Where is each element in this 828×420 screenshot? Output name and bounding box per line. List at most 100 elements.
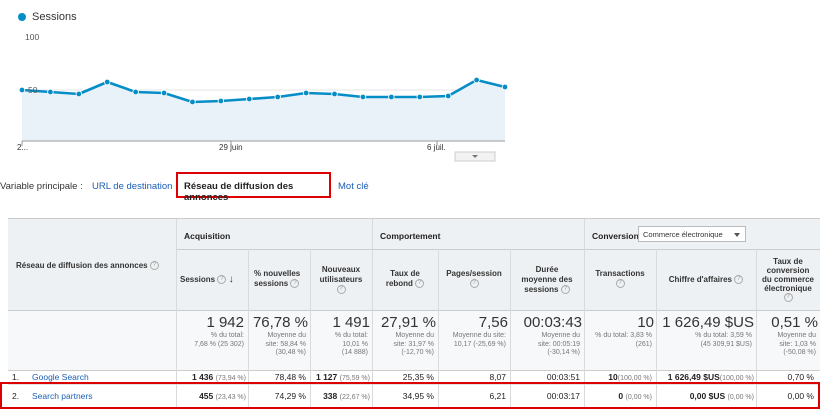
cell-ecommerce-rate: 0,00 %	[787, 391, 814, 401]
chevron-down-icon	[472, 155, 478, 158]
x-tick-label-2: 29 juin	[219, 143, 243, 152]
help-icon[interactable]: ?	[469, 279, 479, 289]
dimension-link-ad-network-active[interactable]: Réseau de diffusion des annonces	[176, 172, 331, 203]
help-icon[interactable]: ?	[783, 293, 793, 303]
help-icon[interactable]: ?	[615, 279, 625, 289]
summary-new-users-value: 1 491	[332, 314, 370, 331]
divider	[176, 219, 177, 409]
summary-new-sessions-value: 76,78 %	[252, 314, 308, 331]
cell-avg-duration: 00:03:17	[546, 391, 580, 401]
help-icon[interactable]: ?	[149, 261, 159, 271]
column-header-ecommerce-rate[interactable]: Taux de conversion du commerce électronique…	[761, 257, 815, 303]
data-point[interactable]	[160, 89, 168, 97]
data-point[interactable]	[104, 78, 111, 86]
summary-transactions-sub: % du total: 3,83 % (261)	[595, 332, 652, 348]
summary-pages-session-sub: Moyenne du site: 10,17 (-25,69 %)	[452, 332, 506, 348]
sessions-legend-label: Sessions	[32, 11, 77, 23]
data-point[interactable]	[416, 93, 423, 101]
sessions-chart: 100 50 2... 29 juin 6 juil.	[17, 32, 509, 162]
summary-avg-duration-sub: Moyenne du site: 00:05:19 (-30,14 %)	[537, 332, 580, 356]
data-point[interactable]	[501, 83, 509, 91]
summary-ecommerce-rate-value: 0,51 %	[771, 314, 818, 331]
y-tick-label-mid: 50	[28, 85, 38, 95]
cell-new-sessions: 78,48 %	[274, 372, 306, 382]
summary-sessions-value: 1 942	[206, 314, 244, 331]
divider	[584, 219, 585, 409]
data-point[interactable]	[444, 92, 452, 100]
help-icon[interactable]: ?	[217, 275, 227, 285]
data-point[interactable]	[302, 89, 310, 97]
y-tick-label-top: 100	[25, 32, 39, 42]
help-icon[interactable]: ?	[290, 279, 300, 289]
group-header-acquisition: Acquisition	[184, 231, 231, 241]
data-point[interactable]	[359, 93, 367, 101]
cell-avg-duration: 00:03:51	[546, 372, 580, 382]
data-point[interactable]	[189, 98, 196, 106]
dimension-link-destination-url[interactable]: URL de destination	[92, 181, 173, 192]
highlight-box-search-partners	[0, 382, 820, 409]
help-icon[interactable]: ?	[336, 285, 346, 295]
conversion-type-select[interactable]: Commerce électronique	[638, 226, 746, 242]
column-header-transactions[interactable]: Transactions?	[595, 269, 645, 289]
column-header-ad-network[interactable]: Réseau de diffusion des annonces ?	[16, 261, 176, 271]
sessions-area	[22, 80, 505, 141]
summary-sessions-sub: % du total: 7,68 % (25 302)	[194, 332, 244, 348]
divider	[8, 384, 820, 385]
sessions-legend-dot	[18, 13, 26, 21]
column-header-pages-session[interactable]: Pages/session?	[446, 269, 502, 289]
summary-new-sessions-sub: Moyenne du site: 58,84 % (30,48 %)	[265, 332, 306, 356]
sessions-line	[21, 78, 506, 104]
chevron-down-icon	[734, 233, 740, 237]
data-point[interactable]	[132, 88, 139, 96]
row-link-google-search[interactable]: Google Search	[32, 372, 89, 382]
data-point[interactable]	[47, 88, 54, 96]
divider	[8, 370, 820, 371]
sort-desc-icon[interactable]: ↓	[228, 274, 234, 285]
summary-ecommerce-rate-sub: Moyenne du site: 1,03 % (-50,08 %)	[777, 332, 816, 356]
cell-new-users: 338 (22,67 %)	[323, 391, 370, 401]
data-point[interactable]	[75, 90, 83, 98]
data-point[interactable]	[473, 76, 480, 84]
data-point[interactable]	[246, 95, 253, 103]
data-point[interactable]	[388, 93, 395, 101]
table-summary-bg	[8, 310, 820, 370]
column-header-new-sessions[interactable]: % nouvelles sessions ?	[254, 269, 301, 289]
divider	[756, 249, 757, 409]
dimension-link-keyword[interactable]: Mot clé	[338, 181, 369, 192]
summary-revenue-value: 1 626,49 $US	[662, 314, 754, 331]
cell-revenue: 0,00 $US (0,00 %)	[689, 391, 754, 401]
help-icon[interactable]: ?	[415, 279, 425, 289]
x-tick-label-3: 6 juil.	[427, 143, 446, 152]
cell-ecommerce-rate: 0,70 %	[787, 372, 814, 382]
divider	[176, 249, 820, 250]
cell-pages-session: 8,07	[489, 372, 506, 382]
cell-bounce-rate: 34,95 %	[402, 391, 434, 401]
data-point[interactable]	[217, 97, 225, 105]
column-header-new-users[interactable]: Nouveaux utilisateurs?	[319, 265, 363, 295]
divider	[310, 249, 311, 409]
column-header-revenue[interactable]: Chiffre d'affaires ?	[658, 275, 754, 285]
summary-bounce-rate-sub: Moyenne du site: 31,97 % (-12,70 %)	[393, 332, 434, 356]
column-header-avg-duration[interactable]: Durée moyenne des sessions ?	[521, 265, 573, 295]
cell-transactions: 10(100,00 %)	[608, 372, 652, 382]
summary-transactions-value: 10	[637, 314, 654, 331]
help-icon[interactable]: ?	[560, 285, 570, 295]
summary-pages-session-value: 7,56	[478, 314, 508, 331]
cell-pages-session: 6,21	[489, 391, 506, 401]
x-tick-label-1: 2...	[17, 143, 28, 152]
divider	[510, 249, 511, 409]
column-header-bounce-rate[interactable]: Taux de rebond ?	[374, 269, 436, 289]
divider	[372, 219, 373, 409]
column-header-sessions[interactable]: Sessions ? ↓	[180, 274, 234, 285]
divider	[248, 249, 249, 409]
cell-new-users: 1 127 (75,59 %)	[315, 372, 370, 382]
primary-dimension-bar: Variable principale : URL de destination…	[0, 172, 828, 203]
cell-new-sessions: 74,29 %	[274, 391, 306, 401]
help-icon[interactable]: ?	[734, 275, 744, 285]
data-point[interactable]	[18, 86, 26, 94]
cell-sessions: 1 436 (73,94 %)	[191, 372, 246, 382]
cell-bounce-rate: 25,35 %	[402, 372, 434, 382]
data-point[interactable]	[331, 90, 338, 98]
row-link-search-partners[interactable]: Search partners	[32, 391, 93, 401]
data-point[interactable]	[274, 93, 281, 101]
